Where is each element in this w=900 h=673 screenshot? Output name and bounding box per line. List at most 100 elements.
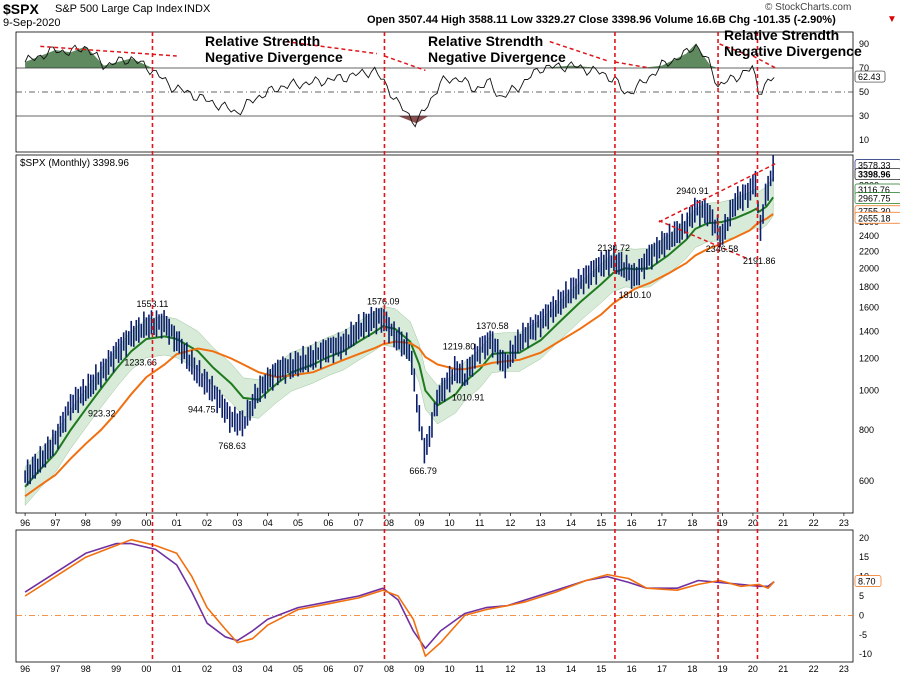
macd-y-tick: 15 bbox=[859, 552, 869, 562]
rsi-last-value: 62.43 bbox=[858, 72, 881, 82]
macd-last-value-box bbox=[854, 575, 882, 587]
price-value-label: 3116.76 bbox=[858, 185, 890, 195]
x-axis-tick-label: 10 bbox=[445, 664, 455, 673]
price-y-tick: 800 bbox=[859, 425, 874, 435]
rsi-y-tick: 10 bbox=[859, 135, 869, 145]
index-name: S&P 500 Large Cap Index bbox=[55, 3, 183, 15]
macd-panel-frame bbox=[15, 529, 854, 663]
quote-line: Open 3507.44 High 3588.11 Low 3329.27 Cl… bbox=[367, 14, 836, 26]
price-value-box bbox=[854, 192, 900, 204]
divergence-annotation: Relative Strendth Negative Divergence bbox=[205, 33, 343, 65]
macd-last-value: 8.70 bbox=[858, 577, 876, 587]
x-axis-tick-label: 04 bbox=[263, 518, 273, 528]
x-axis-tick-label: 17 bbox=[657, 518, 667, 528]
price-y-tick: 600 bbox=[859, 476, 874, 486]
x-axis-tick-label: 07 bbox=[354, 664, 364, 673]
price-data-label: 2346.58 bbox=[706, 244, 739, 254]
divergence-trendline bbox=[40, 45, 177, 57]
x-axis-tick-label: 14 bbox=[566, 518, 576, 528]
rsi-last-value-box bbox=[854, 70, 886, 83]
x-axis-tick-label: 96 bbox=[20, 664, 30, 673]
rsi-line bbox=[24, 43, 775, 128]
x-axis-tick-label: 16 bbox=[627, 518, 637, 528]
x-axis-tick-label: 00 bbox=[141, 518, 151, 528]
price-y-tick: 1400 bbox=[859, 326, 879, 336]
x-axis-tick-label: 97 bbox=[50, 664, 60, 673]
x-axis-tick-label: 14 bbox=[566, 664, 576, 673]
x-axis-tick-label: 11 bbox=[475, 518, 484, 528]
price-data-label: 1010.91 bbox=[452, 393, 485, 403]
macd-y-tick: -10 bbox=[859, 649, 872, 659]
price-data-label: 1219.80 bbox=[443, 342, 476, 352]
change-down-icon: ▼ bbox=[887, 14, 897, 25]
rsi-y-tick: 50 bbox=[859, 87, 869, 97]
x-axis-tick-label: 98 bbox=[81, 518, 91, 528]
x-axis-tick-label: 20 bbox=[748, 518, 758, 528]
x-axis-tick-label: 11 bbox=[475, 664, 484, 673]
price-value-box bbox=[854, 168, 900, 181]
x-axis-tick-label: 15 bbox=[596, 518, 606, 528]
exchange-label: INDX bbox=[184, 3, 211, 15]
divergence-trendline bbox=[614, 61, 650, 69]
price-y-tick: 2000 bbox=[859, 263, 879, 273]
x-axis-tick-label: 07 bbox=[354, 518, 364, 528]
macd-y-tick: 5 bbox=[859, 591, 864, 601]
x-axis-tick-label: 23 bbox=[839, 518, 849, 528]
x-axis-tick-label: 16 bbox=[627, 664, 637, 673]
x-axis-tick-label: 20 bbox=[748, 664, 758, 673]
divergence-trendline bbox=[719, 43, 751, 57]
channel-trendline bbox=[658, 219, 751, 261]
price-y-tick: 2200 bbox=[859, 246, 879, 256]
x-axis-tick-label: 03 bbox=[232, 518, 242, 528]
x-axis-tick-label: 00 bbox=[141, 664, 151, 673]
price-data-label: 1553.11 bbox=[136, 299, 168, 309]
x-axis-tick-label: 02 bbox=[202, 518, 212, 528]
x-axis-tick-label: 10 bbox=[445, 518, 455, 528]
price-value-label: 2755.30 bbox=[858, 207, 891, 217]
price-y-tick: 1200 bbox=[859, 353, 879, 363]
price-y-tick: 1800 bbox=[859, 282, 879, 292]
x-axis-tick-label: 09 bbox=[414, 518, 424, 528]
rsi-y-tick: 90 bbox=[859, 39, 869, 49]
divergence-trendline bbox=[752, 55, 777, 69]
price-data-label: 2134.72 bbox=[597, 243, 630, 253]
x-axis-tick-label: 21 bbox=[778, 518, 788, 528]
price-data-label: 2191.86 bbox=[743, 256, 776, 266]
price-data-label: 1370.58 bbox=[476, 321, 509, 331]
price-data-label: 666.79 bbox=[409, 466, 437, 476]
x-axis-tick-label: 08 bbox=[384, 664, 394, 673]
x-axis-tick-label: 05 bbox=[293, 664, 303, 673]
price-legend: $SPX (Monthly) 3398.96 bbox=[20, 158, 129, 169]
x-axis-tick-label: 04 bbox=[263, 664, 273, 673]
x-axis-tick-label: 01 bbox=[172, 518, 182, 528]
macd-y-tick: 20 bbox=[859, 533, 869, 543]
x-axis-tick-label: 99 bbox=[111, 518, 121, 528]
price-y-tick: 1000 bbox=[859, 386, 879, 396]
signal-line bbox=[24, 538, 775, 657]
stockcharts-watermark: © StockCharts.com bbox=[765, 2, 852, 13]
price-data-label: 2940.91 bbox=[676, 186, 709, 196]
chart-date: 9-Sep-2020 bbox=[3, 17, 61, 29]
price-value-box bbox=[854, 211, 900, 224]
x-axis-tick-label: 96 bbox=[20, 518, 30, 528]
price-data-label: 944.75 bbox=[188, 405, 216, 415]
x-axis-tick-label: 23 bbox=[839, 664, 849, 673]
rsi-y-tick: 70 bbox=[859, 63, 869, 73]
macd-y-tick: 0 bbox=[859, 610, 864, 620]
long-moving-average bbox=[24, 213, 774, 498]
x-axis-tick-label: 06 bbox=[323, 664, 333, 673]
x-axis-tick-label: 13 bbox=[536, 664, 546, 673]
x-axis-tick-label: 13 bbox=[536, 518, 546, 528]
x-axis-tick-label: 21 bbox=[778, 664, 788, 673]
rsi-overbought-fill bbox=[25, 44, 775, 68]
price-data-label: 768.63 bbox=[218, 441, 246, 451]
x-axis-tick-label: 12 bbox=[505, 664, 515, 673]
price-y-tick: 2400 bbox=[859, 231, 879, 241]
price-y-tick: 1600 bbox=[859, 303, 879, 313]
x-axis-tick-label: 05 bbox=[293, 518, 303, 528]
channel-trendline bbox=[658, 162, 777, 223]
price-data-label: 1233.66 bbox=[124, 358, 157, 368]
x-axis-tick-label: 98 bbox=[81, 664, 91, 673]
x-axis-tick-label: 18 bbox=[687, 664, 697, 673]
x-axis-tick-label: 06 bbox=[323, 518, 333, 528]
